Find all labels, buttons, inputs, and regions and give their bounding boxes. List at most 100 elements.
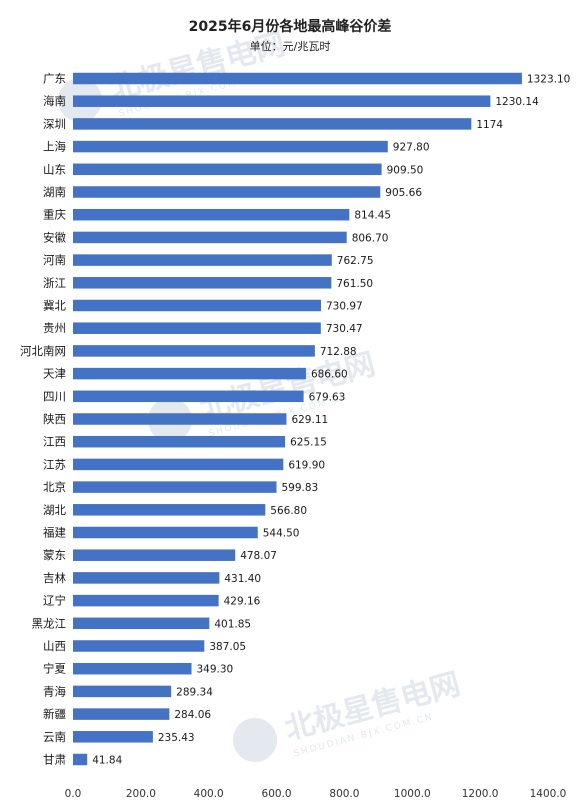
value-labels: 1323.10 1230.14 1174 927.80 909.50 905.66 814.…	[92, 74, 570, 767]
category-label: 江苏	[43, 457, 66, 471]
category-label: 黑龙江	[32, 616, 67, 630]
bar	[73, 367, 306, 380]
value-label: 1323.10	[527, 74, 570, 86]
category-label: 重庆	[43, 208, 66, 222]
category-label: 山东	[43, 162, 66, 176]
bar	[73, 95, 491, 107]
bar	[73, 277, 332, 289]
category-label: 深圳	[43, 117, 66, 131]
value-label: 284.06	[174, 709, 211, 721]
bar	[73, 594, 219, 607]
bar	[73, 345, 315, 357]
watermark-3: 北极星售电网 SHOUDIAN.BJX.COM.CN	[233, 667, 464, 762]
bar	[73, 640, 205, 652]
category-label: 蒙东	[43, 548, 66, 562]
value-label: 429.16	[224, 596, 261, 608]
bar	[73, 504, 266, 516]
value-label: 806.70	[352, 232, 389, 244]
x-tick-label: 800.0	[329, 788, 359, 800]
bar	[73, 549, 236, 561]
category-label: 贵州	[43, 321, 66, 335]
bar	[73, 481, 277, 493]
x-tick-label: 600.0	[262, 788, 292, 800]
bar	[73, 458, 284, 471]
value-label: 544.50	[263, 528, 300, 540]
value-label: 235.43	[158, 732, 195, 744]
bar	[73, 322, 321, 334]
value-label: 625.15	[290, 437, 327, 449]
category-label: 安徽	[43, 230, 66, 244]
bar	[73, 435, 286, 448]
bar	[73, 163, 382, 176]
value-label: 712.88	[320, 346, 357, 358]
value-label: 289.34	[176, 686, 213, 698]
bar	[73, 118, 472, 130]
category-label: 吉林	[43, 571, 66, 585]
category-label: 广东	[43, 72, 66, 86]
bar	[73, 140, 388, 153]
chart-unit: 单位：元/兆瓦时	[250, 39, 331, 53]
value-label: 619.90	[288, 459, 325, 471]
x-tick-label: 1200.0	[462, 788, 499, 800]
chart-title: 2025年6月份各地最高峰谷价差	[189, 18, 392, 35]
value-label: 686.60	[311, 369, 348, 381]
bar	[73, 753, 88, 766]
category-label: 天津	[43, 367, 66, 381]
bar-series	[73, 72, 522, 766]
value-label: 1174	[476, 119, 503, 131]
category-label: 宁夏	[43, 662, 66, 676]
value-label: 387.05	[209, 641, 246, 653]
category-label: 河北南网	[20, 344, 66, 358]
category-label: 云南	[43, 730, 66, 744]
bar	[73, 186, 381, 198]
category-label: 青海	[43, 684, 66, 698]
bar	[73, 254, 332, 266]
bar	[73, 685, 172, 698]
category-label: 冀北	[43, 299, 66, 313]
category-label: 江西	[43, 435, 66, 449]
bar	[73, 72, 522, 85]
category-label: 湖南	[43, 185, 66, 199]
bar	[73, 572, 220, 584]
x-tick-label: 1000.0	[394, 788, 431, 800]
category-label: 北京	[43, 480, 66, 494]
value-label: 761.50	[336, 278, 373, 290]
value-label: 1230.14	[495, 96, 539, 108]
value-label: 629.11	[291, 414, 328, 426]
category-labels: 广东海南深圳上海山东湖南重庆安徽河南浙江冀北贵州河北南网天津四川陕西江西江苏北京…	[20, 72, 66, 767]
category-label: 浙江	[43, 276, 66, 290]
bar	[73, 231, 347, 244]
value-label: 349.30	[197, 664, 234, 676]
value-label: 730.97	[326, 301, 363, 313]
category-label: 甘肃	[43, 753, 66, 767]
value-label: 41.84	[92, 755, 122, 767]
bar	[73, 617, 210, 630]
value-label: 566.80	[270, 505, 307, 517]
bar	[73, 662, 192, 675]
bar	[73, 731, 153, 743]
value-label: 401.85	[214, 618, 251, 630]
value-label: 905.66	[385, 187, 422, 199]
value-label: 909.50	[387, 164, 424, 176]
category-label: 上海	[43, 140, 66, 154]
x-tick-label: 0.0	[65, 788, 82, 800]
category-label: 河南	[43, 253, 66, 267]
value-label: 431.40	[224, 573, 261, 585]
value-label: 478.07	[240, 550, 277, 562]
bar	[73, 390, 304, 403]
category-label: 新疆	[43, 707, 66, 721]
value-label: 599.83	[282, 482, 319, 494]
category-label: 山西	[43, 639, 66, 653]
bar	[73, 413, 287, 425]
bar	[73, 708, 170, 720]
value-label: 730.47	[326, 323, 363, 335]
category-label: 福建	[43, 526, 66, 540]
value-label: 679.63	[309, 391, 346, 403]
bar	[73, 299, 322, 312]
value-label: 927.80	[393, 142, 430, 154]
category-label: 辽宁	[43, 594, 66, 608]
bar	[73, 208, 350, 221]
category-label: 陕西	[43, 412, 66, 426]
category-label: 海南	[43, 94, 66, 108]
x-tick-label: 400.0	[194, 788, 224, 800]
